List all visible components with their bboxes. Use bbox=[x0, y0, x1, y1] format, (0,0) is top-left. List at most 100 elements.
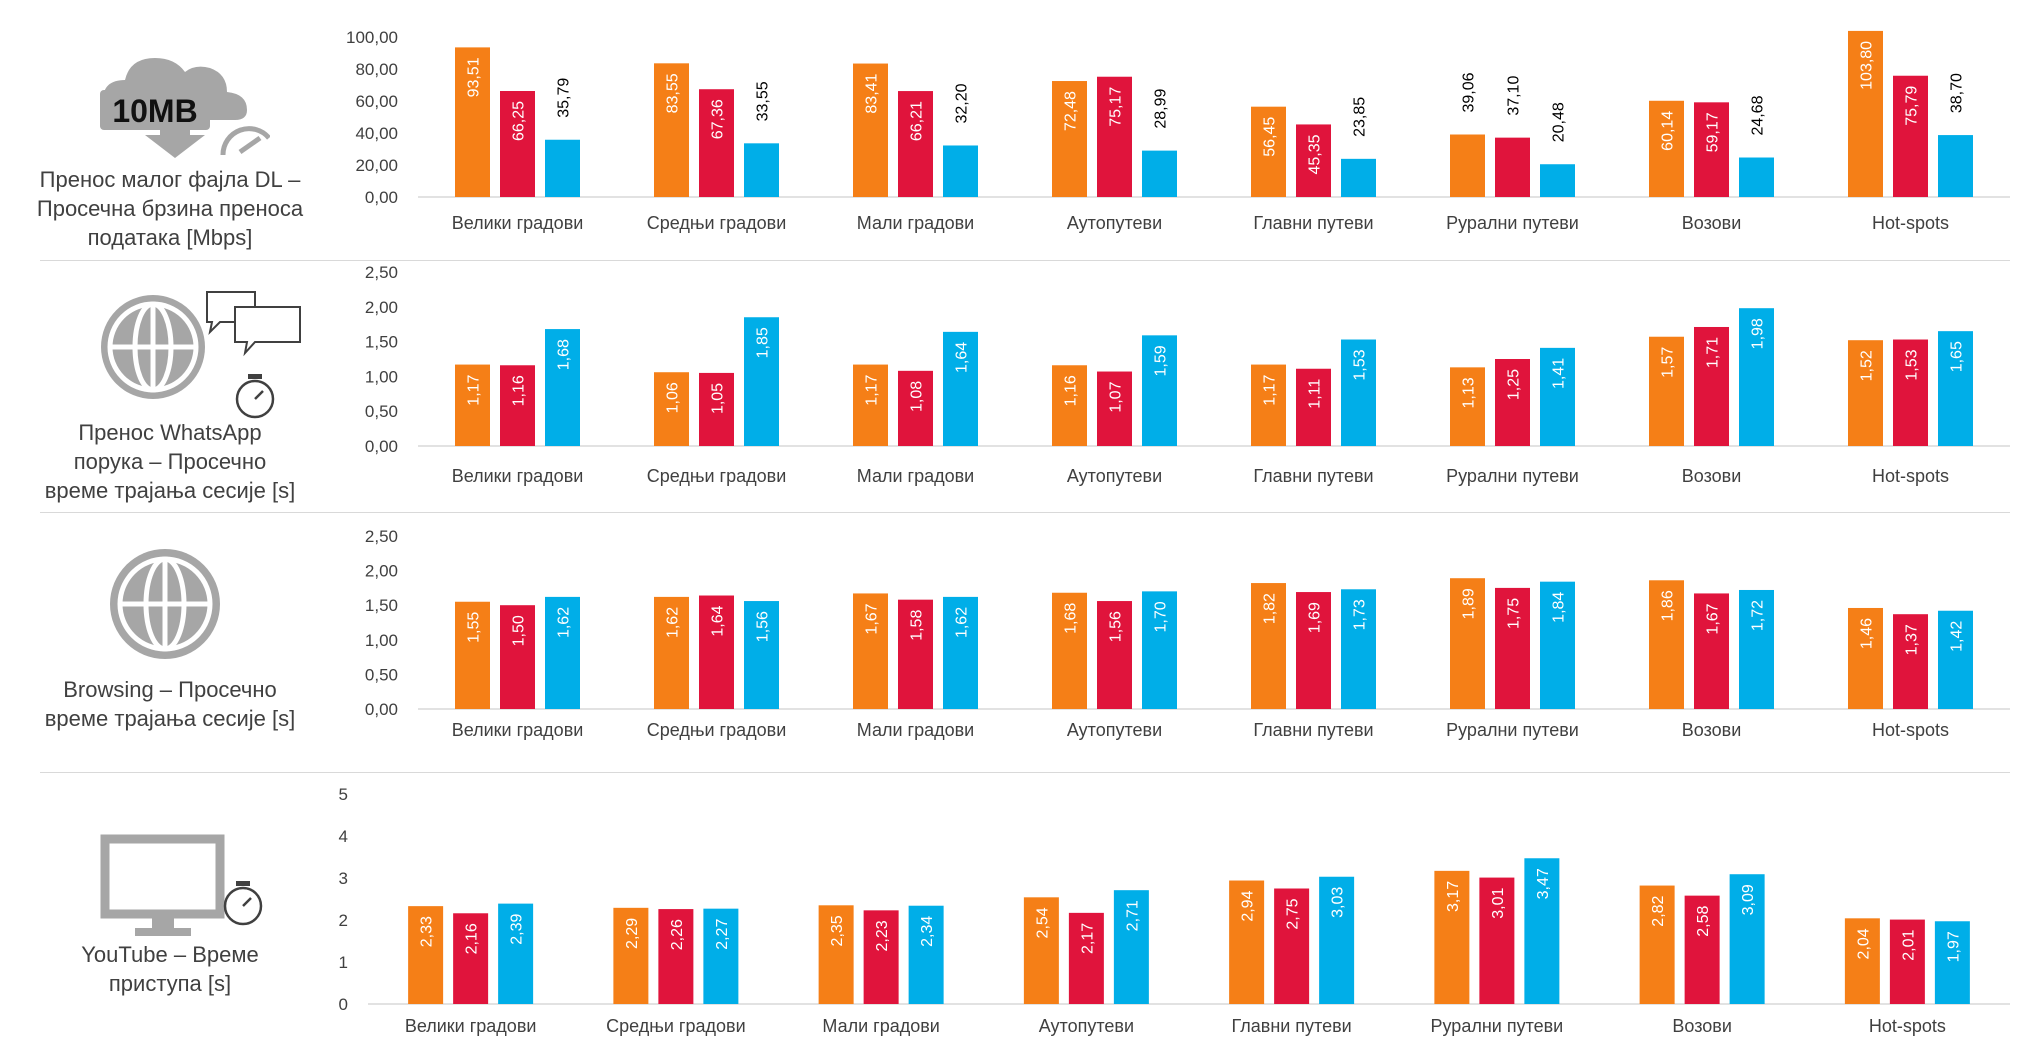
title-line: Пренос малог фајла DL – bbox=[39, 167, 301, 192]
data-label: 1,59 bbox=[1153, 345, 1170, 376]
category-label: Рурални путеви bbox=[1446, 720, 1579, 740]
bar-series-3 bbox=[1729, 874, 1765, 1004]
globe-chat-stopwatch-icon bbox=[95, 287, 310, 432]
bar-series-2 bbox=[863, 910, 899, 1004]
bar-series-2 bbox=[1296, 592, 1331, 709]
data-label: 75,79 bbox=[1904, 86, 1921, 126]
bar-series-1 bbox=[1052, 365, 1087, 446]
data-label: 1,84 bbox=[1551, 592, 1568, 623]
category-label: Рурални путеви bbox=[1446, 466, 1579, 486]
data-label: 1,89 bbox=[1461, 588, 1478, 619]
separator-line bbox=[40, 512, 2010, 513]
data-label: 1,98 bbox=[1750, 318, 1767, 349]
bar-series-3 bbox=[1540, 164, 1575, 197]
y-tick-label: 2,00 bbox=[365, 298, 398, 317]
data-label: 1,17 bbox=[1262, 374, 1279, 405]
bar-series-3 bbox=[1739, 589, 1774, 709]
category-label: Велики градови bbox=[452, 720, 584, 740]
category-label: Средњи градови bbox=[606, 1016, 746, 1036]
bar-series-1 bbox=[1229, 880, 1265, 1004]
bar-series-2 bbox=[1479, 877, 1515, 1004]
y-tick-label: 2,50 bbox=[365, 527, 398, 546]
bar-series-2 bbox=[453, 913, 489, 1004]
panel-title-browsing: Browsing – Просечно време трајања сесије… bbox=[20, 675, 320, 733]
data-label: 2,39 bbox=[509, 914, 526, 945]
data-label: 1,56 bbox=[1108, 611, 1125, 642]
data-label: 2,94 bbox=[1240, 890, 1257, 921]
bar-series-3 bbox=[1341, 339, 1376, 446]
title-line: Пренос WhatsApp bbox=[78, 420, 262, 445]
bar-series-2 bbox=[1097, 601, 1132, 709]
bar-series-3 bbox=[1739, 308, 1774, 446]
data-label: 1,53 bbox=[1904, 349, 1921, 380]
panel-download-speed: 10MB Пренос малог фајла DL – Просечна бр… bbox=[0, 0, 2020, 260]
bar-series-1 bbox=[1649, 100, 1684, 197]
data-label: 1,55 bbox=[466, 612, 483, 643]
data-label: 83,55 bbox=[665, 73, 682, 113]
chart-browsing: 0,00 0,50 1,00 1,50 2,00 2,50 Велики градови 1,… bbox=[365, 527, 2010, 740]
data-label: 1,97 bbox=[1945, 931, 1962, 962]
bar-series-1 bbox=[1450, 367, 1485, 446]
data-label: 103,80 bbox=[1859, 41, 1876, 90]
data-label: 83,41 bbox=[864, 73, 881, 113]
bar-series-3 bbox=[943, 331, 978, 446]
title-line: порука – Просечно bbox=[73, 449, 267, 474]
data-label: 2,54 bbox=[1034, 907, 1051, 938]
bar-series-1 bbox=[455, 47, 490, 197]
separator-line bbox=[40, 772, 2010, 773]
bar-series-1 bbox=[1251, 106, 1286, 197]
category-label: Рурални путеви bbox=[1446, 213, 1579, 233]
separator-line bbox=[40, 260, 2010, 261]
y-tick-label: 1,50 bbox=[365, 333, 398, 352]
bar-series-2 bbox=[1495, 137, 1530, 197]
bar-series-3 bbox=[703, 908, 739, 1004]
bar-series-2 bbox=[1694, 593, 1729, 709]
bar-series-3 bbox=[1938, 135, 1973, 197]
category-label: Hot-spots bbox=[1872, 466, 1949, 486]
bar-series-1 bbox=[1649, 580, 1684, 709]
data-label: 2,27 bbox=[714, 919, 731, 950]
y-tick-label: 2,00 bbox=[365, 562, 398, 581]
data-label: 1,07 bbox=[1108, 381, 1125, 412]
data-label: 60,14 bbox=[1660, 111, 1677, 151]
y-tick-label: 1,00 bbox=[365, 367, 398, 386]
data-label: 2,16 bbox=[464, 923, 481, 954]
data-label: 1,68 bbox=[1063, 603, 1080, 634]
bar-series-3 bbox=[1113, 890, 1149, 1004]
y-tick-label: 100,00 bbox=[346, 28, 398, 47]
bar-series-3 bbox=[1540, 581, 1575, 709]
bar-series-1 bbox=[654, 372, 689, 446]
bar-series-2 bbox=[898, 370, 933, 446]
panel-browsing: Browsing – Просечно време трајања сесије… bbox=[0, 514, 2020, 762]
data-label: 2,29 bbox=[624, 918, 641, 949]
bar-series-1 bbox=[1052, 81, 1087, 197]
data-label: 2,33 bbox=[419, 916, 436, 947]
data-label: 1,53 bbox=[1352, 349, 1369, 380]
data-label: 37,10 bbox=[1506, 76, 1523, 116]
bar-series-1 bbox=[654, 63, 689, 197]
y-tick-label: 80,00 bbox=[355, 60, 398, 79]
bar-series-1 bbox=[1023, 897, 1059, 1004]
category-label: Аутопутеви bbox=[1067, 213, 1162, 233]
bar-series-3 bbox=[908, 905, 944, 1004]
data-label: 1,37 bbox=[1904, 624, 1921, 655]
category-label: Рурални путеви bbox=[1431, 1016, 1564, 1036]
bar-series-1 bbox=[853, 364, 888, 446]
data-label: 1,67 bbox=[864, 603, 881, 634]
data-label: 2,75 bbox=[1285, 898, 1302, 929]
bar-series-2 bbox=[699, 89, 734, 197]
data-label: 1,70 bbox=[1153, 601, 1170, 632]
data-label: 1,13 bbox=[1461, 377, 1478, 408]
bar-series-1 bbox=[1848, 607, 1883, 709]
data-label: 1,57 bbox=[1660, 347, 1677, 378]
data-label: 3,03 bbox=[1330, 887, 1347, 918]
data-label: 1,62 bbox=[556, 607, 573, 638]
panel-title-whatsapp: Пренос WhatsApp порука – Просечно време … bbox=[20, 418, 320, 505]
y-tick-label: 60,00 bbox=[355, 92, 398, 111]
bar-series-1 bbox=[654, 596, 689, 709]
data-label: 1,11 bbox=[1307, 379, 1324, 409]
bar-series-2 bbox=[1068, 912, 1104, 1004]
y-tick-label: 20,00 bbox=[355, 156, 398, 175]
data-label: 1,41 bbox=[1551, 358, 1568, 389]
data-label: 1,62 bbox=[954, 607, 971, 638]
